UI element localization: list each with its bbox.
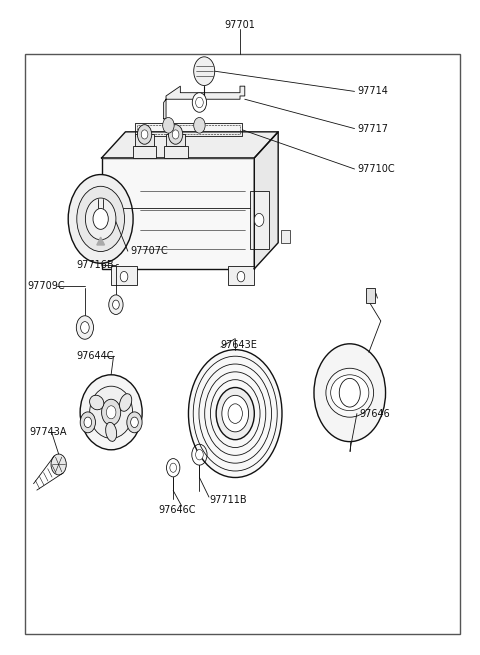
- Bar: [132, 146, 156, 158]
- Circle shape: [51, 454, 66, 475]
- Bar: [365, 288, 375, 303]
- Circle shape: [170, 463, 177, 472]
- Circle shape: [131, 417, 138, 428]
- Circle shape: [192, 93, 206, 112]
- Bar: [25, 54, 459, 634]
- Bar: [228, 265, 254, 285]
- Text: 97707C: 97707C: [130, 246, 168, 256]
- Polygon shape: [164, 86, 245, 119]
- Bar: [135, 134, 154, 146]
- Circle shape: [107, 405, 116, 419]
- Circle shape: [172, 130, 179, 139]
- Text: 97643E: 97643E: [220, 340, 257, 350]
- Circle shape: [314, 344, 385, 441]
- Circle shape: [77, 186, 124, 252]
- Bar: [111, 265, 137, 285]
- Text: 97701: 97701: [225, 20, 255, 30]
- Circle shape: [194, 117, 205, 133]
- Text: 97743A: 97743A: [29, 427, 67, 437]
- Text: 97717: 97717: [357, 124, 388, 134]
- Ellipse shape: [331, 375, 369, 411]
- Ellipse shape: [90, 395, 104, 410]
- Circle shape: [216, 388, 254, 440]
- Ellipse shape: [326, 368, 373, 417]
- Circle shape: [113, 300, 119, 309]
- Circle shape: [189, 350, 282, 477]
- Text: 97646: 97646: [360, 409, 390, 419]
- Polygon shape: [102, 132, 278, 158]
- Circle shape: [68, 174, 133, 263]
- Circle shape: [102, 400, 120, 425]
- Text: 97710C: 97710C: [357, 164, 395, 174]
- Bar: [250, 191, 269, 250]
- Text: 97716B: 97716B: [77, 260, 114, 270]
- Circle shape: [168, 124, 183, 144]
- Circle shape: [120, 271, 128, 282]
- Ellipse shape: [90, 386, 132, 438]
- Text: 97711B: 97711B: [209, 495, 247, 506]
- Circle shape: [196, 97, 203, 107]
- Bar: [166, 134, 185, 146]
- Polygon shape: [135, 123, 242, 136]
- Ellipse shape: [106, 422, 117, 441]
- Circle shape: [237, 271, 245, 282]
- Circle shape: [141, 130, 148, 139]
- Circle shape: [194, 57, 215, 86]
- Ellipse shape: [80, 375, 142, 450]
- Ellipse shape: [120, 394, 132, 411]
- Circle shape: [76, 316, 94, 339]
- Bar: [281, 230, 290, 243]
- Polygon shape: [97, 237, 105, 245]
- Circle shape: [222, 396, 249, 432]
- Polygon shape: [254, 132, 278, 269]
- Bar: [102, 158, 254, 269]
- Circle shape: [137, 124, 152, 144]
- Circle shape: [127, 412, 142, 433]
- Circle shape: [81, 322, 89, 333]
- Bar: [164, 146, 188, 158]
- Text: 97646C: 97646C: [159, 505, 196, 515]
- Circle shape: [196, 449, 203, 460]
- Text: 97709C: 97709C: [28, 281, 65, 291]
- Text: 97714: 97714: [357, 86, 388, 96]
- Circle shape: [228, 404, 242, 423]
- Circle shape: [93, 208, 108, 229]
- Circle shape: [85, 198, 116, 240]
- Text: 97644C: 97644C: [77, 351, 114, 361]
- Circle shape: [254, 214, 264, 227]
- Circle shape: [339, 379, 360, 407]
- Circle shape: [84, 417, 92, 428]
- Circle shape: [163, 117, 174, 133]
- Circle shape: [109, 295, 123, 314]
- Circle shape: [80, 412, 96, 433]
